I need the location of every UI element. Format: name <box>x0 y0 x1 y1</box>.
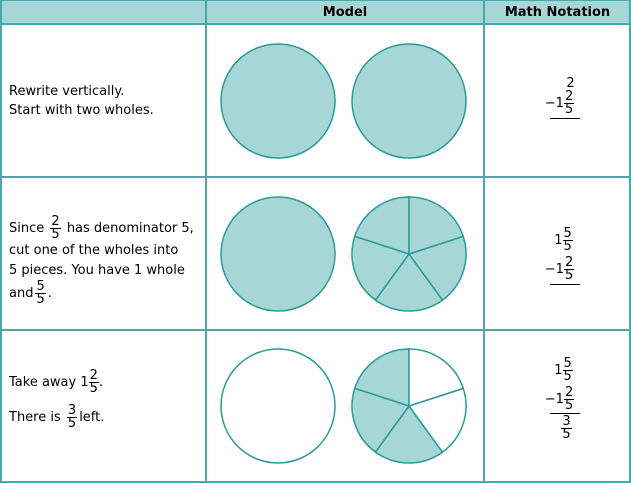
text: . <box>47 286 52 301</box>
subtrahend: −1 2 5 <box>544 385 575 413</box>
step-1-text: Rewrite vertically. Start with two whole… <box>9 82 154 120</box>
minuend: 2 <box>566 76 575 91</box>
whole-circle <box>351 43 467 159</box>
subtraction-bar <box>549 413 580 414</box>
grid-line <box>0 481 631 483</box>
pie-slice <box>408 348 465 408</box>
grid-line <box>0 176 631 178</box>
text: left. <box>79 410 105 425</box>
subtrahend: −1 2 5 <box>544 255 575 283</box>
numerator: 3 <box>66 403 78 418</box>
pie-slice <box>408 196 465 256</box>
denominator: 5 <box>36 292 45 307</box>
denominator: 5 <box>67 416 77 431</box>
text-line: Rewrite vertically. <box>9 84 125 99</box>
numerator: 2 <box>563 89 575 104</box>
pie-slice <box>407 387 467 454</box>
whole-circle <box>220 348 336 464</box>
denominator: 5 <box>564 398 574 413</box>
whole: −1 <box>544 392 564 407</box>
pie-slice <box>374 252 444 312</box>
header-blank <box>0 0 206 24</box>
numerator: 2 <box>563 385 575 400</box>
denominator: 5 <box>562 427 571 442</box>
grid-line <box>629 0 631 483</box>
text-line: and 5 5. <box>9 279 194 307</box>
text-line: There is 3 5 left. <box>9 403 105 431</box>
text: has denominator 5, <box>66 221 194 236</box>
text-line: cut one of the wholes into <box>9 243 179 258</box>
numerator: 5 <box>562 356 573 371</box>
whole-circle <box>220 196 336 312</box>
text: There is <box>9 410 61 425</box>
numerator: 2 <box>88 368 99 383</box>
header-model: Model <box>206 0 484 24</box>
whole: −1 <box>544 96 564 111</box>
numerator: 5 <box>562 226 573 241</box>
numerator: 5 <box>35 279 46 294</box>
whole-circle <box>220 43 336 159</box>
pie-slice <box>353 348 410 408</box>
grid-line <box>0 329 631 331</box>
denominator: 5 <box>563 369 572 384</box>
denominator: 5 <box>51 227 60 242</box>
grid-line <box>205 0 207 483</box>
text-line: 5 pieces. You have 1 whole <box>9 263 185 278</box>
pie-slice <box>407 235 467 302</box>
grid-line <box>483 0 485 483</box>
subtraction-bar <box>549 284 580 285</box>
denominator: 5 <box>564 102 574 117</box>
text: Since <box>9 221 45 236</box>
text: Take away 1 <box>9 375 89 390</box>
math-notation-1: 2 −1 2 5 <box>484 76 631 121</box>
text: and <box>9 286 34 301</box>
pie-slice <box>353 196 410 256</box>
numerator: 2 <box>563 255 575 270</box>
subtraction-bar <box>549 118 580 119</box>
denominator: 5 <box>563 239 572 254</box>
grid-line <box>0 0 631 1</box>
whole: 1 <box>554 233 563 248</box>
text-line: Start with two wholes. <box>9 103 154 118</box>
denominator: 5 <box>89 381 98 396</box>
header-math-notation: Math Notation <box>484 0 631 24</box>
grid-line <box>0 0 2 483</box>
subtrahend: −1 2 5 <box>544 89 575 117</box>
text: . <box>98 375 104 390</box>
denominator: 5 <box>564 268 574 283</box>
pie-slice <box>351 235 411 302</box>
numerator: 2 <box>50 214 61 229</box>
pie-slice <box>374 404 444 464</box>
numerator: 3 <box>561 414 572 429</box>
whole: 1 <box>554 363 563 378</box>
whole: −1 <box>544 262 564 277</box>
pie-slice <box>351 387 411 454</box>
grid-line <box>0 23 631 25</box>
